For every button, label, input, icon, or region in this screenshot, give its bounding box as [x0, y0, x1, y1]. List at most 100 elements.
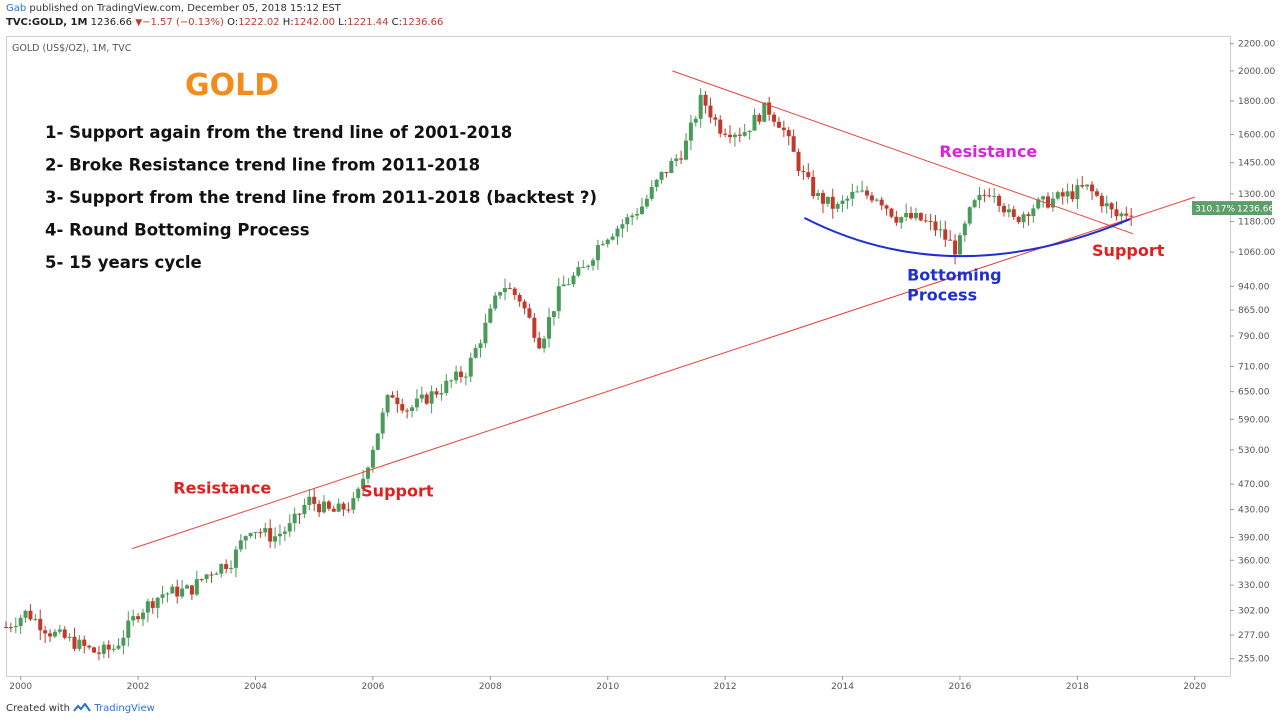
- candle-body: [762, 102, 767, 122]
- candle-body: [385, 395, 390, 413]
- candle-body: [591, 260, 596, 266]
- y-tick-label: 470.00: [1238, 480, 1270, 490]
- candle-body: [879, 199, 884, 206]
- candle-body: [825, 196, 830, 204]
- candle-body: [287, 523, 292, 532]
- tradingview-link[interactable]: TradingView: [94, 703, 155, 714]
- candle-body: [189, 585, 194, 595]
- y-tick-label: 390.00: [1238, 533, 1270, 543]
- y-tick-label: 940.00: [1238, 282, 1270, 292]
- candle-body: [923, 220, 928, 222]
- candle-body: [1021, 214, 1026, 223]
- candle-body: [101, 644, 106, 654]
- annotations: Resistance Support Resistance Support Bottom…: [173, 142, 1164, 501]
- candle-body: [273, 536, 278, 542]
- candle-body: [4, 626, 8, 628]
- x-tick-label: 2006: [361, 682, 384, 692]
- y-tick-label: 710.00: [1238, 362, 1270, 372]
- y-tick-label: 360.00: [1238, 556, 1270, 566]
- candle-body: [728, 134, 733, 138]
- candle-body: [938, 229, 943, 231]
- candle-body: [263, 528, 268, 533]
- candle-body: [737, 134, 742, 136]
- candle-body: [679, 158, 684, 160]
- candle-body: [522, 301, 527, 309]
- candle-body: [419, 394, 424, 399]
- notes-list: 1- Support again from the trend line of …: [45, 123, 597, 272]
- candle-body: [458, 371, 463, 378]
- y-tick-label: 302.00: [1238, 606, 1270, 616]
- candle-body: [561, 284, 566, 287]
- candle-body: [1109, 203, 1114, 210]
- author-link[interactable]: Gab: [6, 3, 27, 14]
- candle-body: [57, 629, 62, 632]
- low-label: L:: [338, 17, 348, 28]
- candle-body: [111, 648, 116, 650]
- candle-body: [366, 467, 371, 479]
- candle-body: [957, 235, 962, 255]
- trendline: [132, 196, 1195, 550]
- y-tick-label: 430.00: [1238, 506, 1270, 516]
- open-label: O:: [227, 17, 239, 28]
- last-price: 1236.66: [90, 17, 133, 28]
- y-tick-label: 1180.00: [1238, 217, 1275, 227]
- candle-body: [317, 503, 322, 513]
- x-tick-label: 2012: [714, 682, 737, 692]
- candle-body: [987, 195, 992, 197]
- candle-body: [96, 652, 101, 654]
- price-badge: 310.17% 1236.66: [1192, 201, 1274, 216]
- candle-body: [1099, 195, 1104, 207]
- note-line: 4- Round Bottoming Process: [45, 221, 310, 240]
- candle-body: [268, 528, 273, 542]
- annotation-label: Support: [1092, 241, 1165, 260]
- candle-body: [674, 158, 679, 161]
- x-tick-label: 2008: [479, 682, 502, 692]
- candle-body: [180, 588, 185, 597]
- candle-body: [933, 221, 938, 231]
- candle-body: [625, 217, 630, 225]
- high-label: H:: [282, 17, 294, 28]
- candle-body: [909, 212, 914, 219]
- candle-body: [224, 564, 229, 569]
- candle-body: [1119, 213, 1124, 217]
- candle-body: [997, 195, 1002, 206]
- candle-body: [150, 601, 155, 608]
- candle-body: [904, 212, 909, 218]
- candle-body: [28, 610, 33, 620]
- y-tick-label: 330.00: [1238, 581, 1270, 591]
- candle-body: [830, 196, 835, 209]
- candle-body: [8, 627, 13, 629]
- candle-body: [229, 567, 234, 569]
- candle-body: [767, 102, 772, 115]
- candle-body: [346, 509, 351, 511]
- candle-body: [199, 579, 204, 581]
- candle-body: [463, 376, 468, 378]
- candle-body: [747, 130, 752, 133]
- candle-body: [321, 501, 326, 513]
- candle-body: [776, 121, 781, 128]
- open-value: 1222.02: [238, 17, 280, 28]
- candle-body: [615, 228, 620, 237]
- trendlines: [132, 70, 1195, 550]
- candle-body: [1104, 203, 1109, 207]
- candle-body: [600, 244, 605, 246]
- candle-body: [1080, 185, 1085, 187]
- candle-body: [1070, 191, 1075, 200]
- candle-body: [116, 645, 121, 649]
- chart-title: GOLD: [185, 68, 279, 103]
- close-label: C:: [391, 17, 403, 28]
- candle-body: [820, 193, 825, 204]
- candle-body: [439, 393, 444, 395]
- footer: Created with TradingView: [6, 703, 155, 714]
- candle-body: [1075, 185, 1080, 200]
- candle-body: [33, 618, 38, 620]
- x-tick-label: 2014: [831, 682, 854, 692]
- candle-body: [429, 391, 434, 404]
- candle-body: [1011, 209, 1016, 217]
- candle-body: [67, 636, 72, 638]
- candle-body: [918, 212, 923, 221]
- candle-body: [635, 214, 640, 216]
- candle-body: [688, 122, 693, 141]
- candle-body: [1036, 199, 1041, 209]
